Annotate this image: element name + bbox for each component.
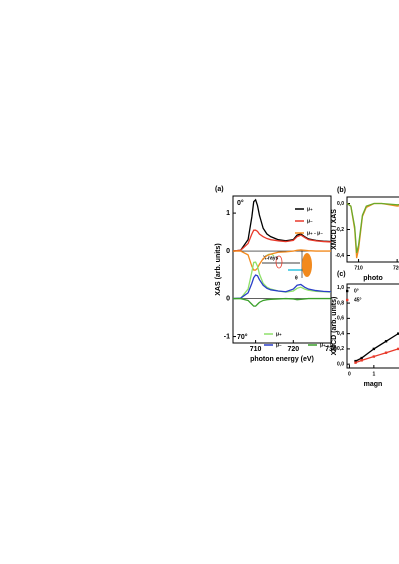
data-line	[232, 229, 332, 252]
y-tick-label: 0,0	[337, 362, 344, 368]
legend-label: μ₊	[276, 331, 282, 337]
x-tick-label: 1	[372, 371, 375, 377]
data-point	[397, 347, 399, 351]
y-tick-label: 0,0	[337, 201, 344, 207]
y-axis-label: XMCD (arb. units)	[331, 297, 338, 356]
y-tick-label: 0,4	[337, 331, 344, 337]
panel-label: (b)	[337, 187, 346, 194]
data-line	[233, 261, 332, 300]
legend-label: μ₊ - μ₋	[320, 342, 336, 348]
legend-label: 0°	[354, 288, 359, 294]
x-tick-label: 0	[348, 371, 351, 377]
annotation: 0°	[237, 199, 244, 207]
x-tick-label: 710	[354, 265, 363, 271]
data-point	[372, 347, 376, 351]
legend-label: μ₋	[307, 218, 313, 224]
y-tick-label: 0,8	[337, 300, 344, 306]
x-axis-label: photo	[363, 275, 382, 282]
x-axis-label: magn	[364, 381, 383, 388]
y-tick-label: -1	[224, 333, 230, 340]
plot-frame	[232, 195, 332, 344]
x-tick-label: 710	[250, 346, 262, 353]
y-tick-label: -0,4	[335, 253, 344, 259]
data-point	[360, 359, 363, 362]
y-tick-label: 0	[226, 248, 230, 255]
data-point	[360, 356, 363, 360]
data-line	[346, 202, 399, 254]
geometry-sketch	[262, 250, 312, 278]
legend-label: μ₊ - μ₋	[307, 230, 323, 236]
x-tick-label: 720	[393, 265, 399, 271]
x-tick-label: 720	[287, 346, 299, 353]
data-point	[384, 351, 388, 354]
data-point	[384, 340, 388, 343]
y-tick-label: 0,2	[337, 346, 344, 352]
x-axis-label: photon energy (eV)	[250, 356, 314, 363]
x-tick-label: 730	[325, 346, 337, 353]
y-tick-label: 1,0	[337, 285, 344, 291]
legend-swatch	[346, 298, 349, 302]
y-tick-label: 0	[226, 295, 230, 302]
legend-label: μ₊	[307, 206, 313, 212]
y-axis-label: XMCD / XAS	[331, 209, 338, 250]
plot-frame	[346, 283, 399, 369]
data-line	[232, 198, 332, 252]
y-axis-label: XAS (arb. units)	[215, 243, 222, 296]
legend-label: 45°	[354, 297, 362, 303]
data-point	[372, 355, 376, 358]
data-point	[354, 361, 357, 364]
annotation: 70°	[237, 333, 248, 341]
y-tick-label: 1	[226, 210, 230, 217]
y-tick-label: 0,6	[337, 316, 344, 322]
y-tick-label: -0,2	[335, 227, 344, 233]
legend-label: μ₋	[276, 342, 282, 348]
data-line	[233, 297, 331, 307]
data-point	[397, 332, 399, 335]
data-point	[354, 359, 357, 363]
panel-label: (c)	[337, 271, 346, 278]
annotation: θ	[295, 275, 298, 281]
data-line	[232, 274, 332, 300]
panel-label: (a)	[215, 186, 224, 193]
legend-swatch	[346, 289, 349, 293]
annotation: X-rays	[263, 255, 279, 261]
